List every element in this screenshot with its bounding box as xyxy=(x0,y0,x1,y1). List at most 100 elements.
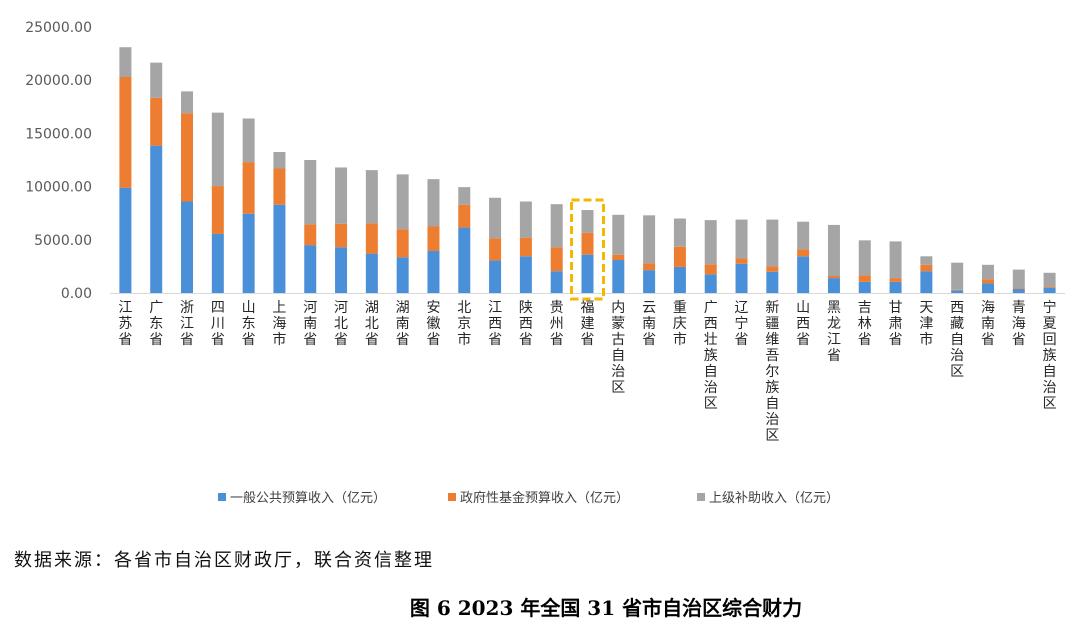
x-tick-label: 云南省 xyxy=(642,300,656,348)
bar-segment-1 xyxy=(951,290,964,293)
bar-segment-2 xyxy=(335,223,348,248)
bar-segment-1 xyxy=(365,253,378,293)
x-tick-label: 浙江省 xyxy=(180,300,194,348)
bar-segment-2 xyxy=(981,279,994,284)
bars xyxy=(119,47,1056,293)
legend: 一般公共预算收入（亿元） 政府性基金预算收入（亿元） 上级补助收入（亿元） xyxy=(218,490,839,506)
bar-segment-2 xyxy=(704,264,717,275)
bar-segment-3 xyxy=(458,187,471,205)
x-tick-label: 北京市 xyxy=(457,300,471,348)
x-axis: 江苏省 广东省 浙江省 四川省 山东省 上海市 河南省 河北省 湖北省 湖南省 安徽省 北京市 江西省 陕… xyxy=(110,293,1065,444)
bar-segment-2 xyxy=(797,249,810,257)
x-tick-label: 安徽省 xyxy=(426,300,440,348)
bar-segment-1 xyxy=(519,256,532,293)
x-tick-label: 内蒙古自治区 xyxy=(611,300,625,396)
x-tick-label: 四川省 xyxy=(211,300,225,348)
bar-segment-2 xyxy=(766,266,779,272)
bar-segment-1 xyxy=(304,245,317,293)
bar-segment-1 xyxy=(581,254,594,293)
bar-segment-1 xyxy=(458,227,471,293)
bar-segment-1 xyxy=(981,283,994,293)
bar-segment-2 xyxy=(519,237,532,257)
bar-segment-1 xyxy=(1043,287,1056,293)
bar-segment-1 xyxy=(119,187,132,293)
stacked-bar-chart: 0.00 5000.00 10000.00 15000.00 20000.00 25000… xyxy=(25,20,1065,506)
bar-segment-3 xyxy=(181,91,194,114)
x-tick-label: 甘肃省 xyxy=(889,300,903,348)
legend-label: 政府性基金预算收入（亿元） xyxy=(460,490,629,506)
bar-segment-3 xyxy=(766,219,779,267)
bar-segment-1 xyxy=(704,274,717,293)
y-tick-label: 0.00 xyxy=(61,286,92,302)
bar-segment-3 xyxy=(951,262,964,290)
bar-segment-2 xyxy=(119,77,132,188)
bar-segment-3 xyxy=(704,220,717,265)
bar-segment-3 xyxy=(643,215,656,264)
bar-segment-2 xyxy=(920,264,933,272)
bar-segment-3 xyxy=(920,256,933,265)
x-tick-label: 广东省 xyxy=(149,300,163,348)
bar-segment-2 xyxy=(673,246,686,267)
x-tick-label: 陕西省 xyxy=(519,300,533,348)
bar-segment-1 xyxy=(242,213,255,293)
x-tick-label: 江西省 xyxy=(488,300,502,348)
bar-segment-1 xyxy=(827,278,840,293)
bar-segment-2 xyxy=(550,247,563,272)
bar-segment-3 xyxy=(1012,269,1025,289)
bar-segment-3 xyxy=(612,214,625,255)
bar-segment-2 xyxy=(827,275,840,279)
x-tick-label: 福建省 xyxy=(581,300,595,348)
bar-segment-3 xyxy=(827,224,840,276)
y-tick-label: 20000.00 xyxy=(25,73,92,89)
bar-segment-2 xyxy=(951,289,964,291)
x-tick-label: 新疆维吾尔族自治区 xyxy=(765,300,779,444)
bar-segment-2 xyxy=(273,168,286,205)
bar-segment-1 xyxy=(550,271,563,293)
bar-segment-1 xyxy=(181,201,194,293)
bar-segment-3 xyxy=(427,179,440,227)
bar-segment-3 xyxy=(981,264,994,280)
legend-swatch xyxy=(697,493,705,501)
bar-segment-2 xyxy=(581,232,594,255)
bar-segment-2 xyxy=(242,162,255,214)
y-tick-label: 5000.00 xyxy=(34,233,92,249)
bar-segment-3 xyxy=(889,241,902,279)
x-tick-label: 湖南省 xyxy=(396,300,410,348)
y-tick-label: 15000.00 xyxy=(25,126,92,142)
bar-segment-2 xyxy=(643,263,656,271)
bar-segment-3 xyxy=(519,201,532,238)
bar-segment-2 xyxy=(612,254,625,261)
x-tick-label: 江苏省 xyxy=(118,300,132,348)
bar-segment-2 xyxy=(365,223,378,254)
bar-segment-2 xyxy=(211,186,224,234)
x-tick-label: 湖北省 xyxy=(365,300,379,348)
highlight-box xyxy=(570,198,605,301)
bar-segment-1 xyxy=(489,260,502,293)
bar-segment-2 xyxy=(304,224,317,246)
bar-segment-1 xyxy=(858,281,871,293)
bar-segment-2 xyxy=(396,229,409,258)
source-note: 数据来源：各省市自治区财政厅，联合资信整理 xyxy=(14,550,434,571)
bar-segment-3 xyxy=(211,112,224,187)
x-tick-label: 辽宁省 xyxy=(735,300,749,348)
bar-segment-3 xyxy=(365,170,378,224)
legend-swatch xyxy=(218,493,226,501)
bar-segment-1 xyxy=(920,271,933,293)
bar-segment-3 xyxy=(242,118,255,163)
bar-segment-3 xyxy=(1043,272,1056,287)
x-tick-label: 河北省 xyxy=(334,300,348,348)
bar-segment-2 xyxy=(1043,286,1056,288)
bar-segment-3 xyxy=(735,219,748,259)
bar-segment-1 xyxy=(427,250,440,293)
x-tick-label: 宁夏回族自治区 xyxy=(1043,299,1057,412)
bar-segment-2 xyxy=(858,275,871,282)
bar-segment-3 xyxy=(673,218,686,247)
bar-segment-3 xyxy=(150,62,163,98)
x-tick-label: 海南省 xyxy=(981,300,995,348)
bar-segment-3 xyxy=(489,197,502,239)
bar-segment-1 xyxy=(273,204,286,293)
x-tick-label: 重庆市 xyxy=(673,300,687,348)
bar-segment-3 xyxy=(581,210,594,233)
bar-segment-1 xyxy=(612,260,625,293)
bar-segment-3 xyxy=(119,47,132,78)
